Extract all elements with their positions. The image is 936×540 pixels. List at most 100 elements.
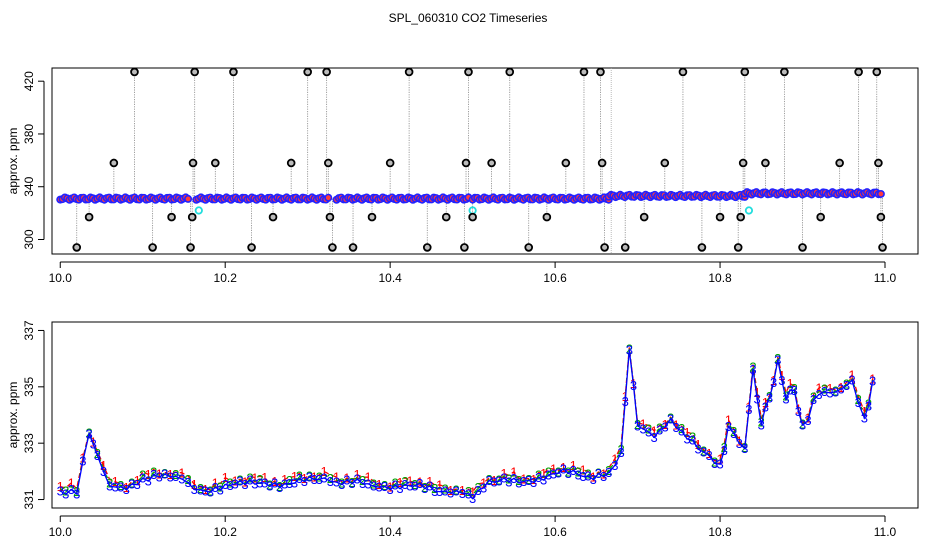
series-2-point: 2 bbox=[348, 475, 355, 490]
series-3-point: 3 bbox=[545, 467, 552, 482]
series-1-point: 1 bbox=[436, 478, 443, 493]
series-3-point: 3 bbox=[630, 378, 637, 393]
outlier-point bbox=[878, 243, 887, 252]
series-3-point: 3 bbox=[286, 476, 293, 491]
series-2-point: 2 bbox=[411, 477, 418, 492]
series-3-point: 3 bbox=[391, 478, 398, 493]
series-1-point: 1 bbox=[271, 474, 278, 489]
series-1-point: 1 bbox=[291, 469, 298, 484]
series-1-point: 1 bbox=[354, 467, 361, 482]
panel-2-x-axis: 10.0 10.2 10.4 10.6 10.8 11.0 bbox=[49, 515, 897, 539]
series-3-point: 3 bbox=[580, 469, 587, 484]
series-2-point: 2 bbox=[316, 470, 323, 485]
outlier-point bbox=[736, 212, 745, 222]
series-2-point: 2 bbox=[359, 473, 366, 488]
series-1-point: 1 bbox=[540, 466, 547, 481]
series-1-point: 1 bbox=[590, 469, 597, 484]
series-2-point: 2 bbox=[515, 473, 522, 488]
series-1-point: 1 bbox=[639, 416, 646, 431]
series-3-point: 3 bbox=[447, 486, 454, 501]
series-2-point: 2 bbox=[843, 377, 850, 392]
outlier-point bbox=[596, 67, 605, 77]
series-3-point: 3 bbox=[535, 470, 542, 485]
series-3-point: 3 bbox=[426, 478, 433, 493]
panel-1-x-tick-label: 10.6 bbox=[543, 271, 567, 285]
series-2-point: 2 bbox=[94, 446, 101, 461]
series-3-point: 3 bbox=[795, 404, 802, 419]
outlier-point bbox=[874, 158, 883, 168]
cyan-point bbox=[744, 206, 754, 215]
series-3-point: 3 bbox=[222, 477, 229, 492]
series-3-point: 3 bbox=[745, 402, 752, 417]
outlier-point bbox=[441, 212, 451, 222]
outlier-point bbox=[561, 158, 571, 168]
series-1-point: 1 bbox=[694, 437, 701, 452]
series-1-point: 1 bbox=[68, 475, 75, 490]
series-1-point: 1 bbox=[241, 474, 248, 489]
series-3-point: 3 bbox=[145, 474, 152, 489]
series-2-point: 2 bbox=[197, 481, 204, 496]
outlier-point bbox=[468, 212, 477, 222]
series-3-point: 3 bbox=[832, 385, 839, 400]
series-3-point: 3 bbox=[217, 482, 224, 497]
series-3-point: 3 bbox=[736, 436, 743, 451]
series-1-point: 1 bbox=[815, 380, 822, 395]
series-2-point: 2 bbox=[575, 464, 582, 479]
series-3-point: 3 bbox=[848, 373, 855, 388]
series-3-point: 3 bbox=[73, 487, 80, 502]
series-3-point: 3 bbox=[276, 480, 283, 495]
panel-2-y-axis: 331 333 335 337 bbox=[22, 320, 45, 510]
series-3-point: 3 bbox=[376, 480, 383, 495]
series-3-point: 3 bbox=[370, 479, 377, 494]
series-1-point: 1 bbox=[837, 380, 844, 395]
series-3-point: 3 bbox=[301, 474, 308, 489]
series-1-point: 1 bbox=[112, 474, 119, 489]
series-3-point: 3 bbox=[661, 419, 668, 434]
panel-1-y-tick-label: 300 bbox=[22, 229, 36, 249]
series-1-point: 1 bbox=[480, 475, 487, 490]
series-2-line bbox=[59, 348, 874, 497]
series-3-point: 3 bbox=[815, 387, 822, 402]
series-3-point: 3 bbox=[178, 472, 185, 487]
series-1-point: 1 bbox=[672, 417, 679, 432]
series-2-point: 2 bbox=[565, 465, 572, 480]
outlier-point bbox=[404, 67, 414, 77]
series-3-point: 3 bbox=[656, 423, 663, 438]
panel-1-y-axis: 300 340 380 420 bbox=[22, 71, 45, 250]
series-2-point: 2 bbox=[605, 463, 612, 478]
outlier-point bbox=[505, 67, 515, 77]
series-3-point: 3 bbox=[730, 426, 737, 441]
series-2-point: 2 bbox=[401, 474, 408, 489]
series-3-point: 3 bbox=[79, 454, 86, 469]
series-3-point: 3 bbox=[172, 469, 179, 484]
outlier-point bbox=[190, 67, 199, 77]
series-3-point: 3 bbox=[411, 478, 418, 493]
series-3-point: 3 bbox=[453, 483, 460, 498]
series-3-point: 3 bbox=[495, 474, 502, 489]
series-3-point: 3 bbox=[296, 471, 303, 486]
outlier-point bbox=[325, 212, 335, 222]
series-3-point: 3 bbox=[117, 479, 124, 494]
series-2-point: 2 bbox=[139, 468, 146, 483]
panel-2-y-tick-label: 331 bbox=[22, 489, 36, 509]
series-3-point: 3 bbox=[555, 466, 562, 481]
outlier-point bbox=[84, 212, 94, 222]
series-3-point: 3 bbox=[678, 423, 685, 438]
series-3-point: 3 bbox=[826, 385, 833, 400]
outlier-point bbox=[348, 243, 358, 252]
panel-2-y-tick-label: 333 bbox=[22, 433, 36, 453]
series-3-point: 3 bbox=[645, 424, 652, 439]
series-3-point: 3 bbox=[762, 400, 769, 415]
outlier-point bbox=[542, 212, 552, 222]
panel-2-x-tick-label: 10.8 bbox=[708, 525, 732, 539]
outlier-point bbox=[109, 158, 119, 168]
series-2-point: 2 bbox=[150, 465, 157, 480]
series-3-point: 3 bbox=[401, 477, 408, 492]
series-1-point: 1 bbox=[848, 368, 855, 383]
series-3-point: 3 bbox=[150, 467, 157, 482]
series-1-point: 1 bbox=[311, 470, 318, 485]
series-3-point: 3 bbox=[100, 464, 107, 479]
series-3-point: 3 bbox=[241, 477, 248, 492]
series-3-point: 3 bbox=[85, 426, 92, 441]
outlier-point bbox=[322, 67, 331, 77]
